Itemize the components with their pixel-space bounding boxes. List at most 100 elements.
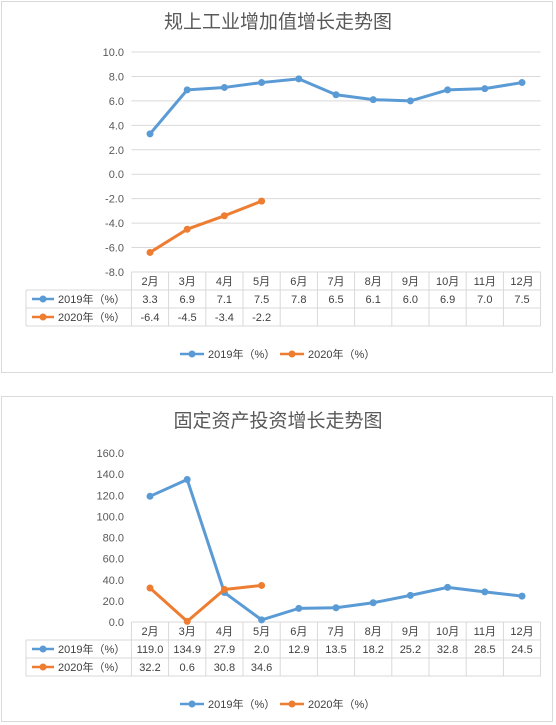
x-category-label: 2月 bbox=[141, 276, 158, 288]
y-tick-label: -6.0 bbox=[105, 243, 124, 255]
data-point bbox=[369, 599, 377, 607]
data-point bbox=[444, 583, 452, 591]
table-value-label: 7.5 bbox=[254, 294, 269, 306]
x-category-label: 5月 bbox=[253, 276, 270, 288]
table-value-label: 134.9 bbox=[173, 644, 201, 656]
data-point bbox=[220, 83, 228, 91]
x-category-label: 7月 bbox=[327, 626, 344, 638]
table-value-label: 6.1 bbox=[366, 294, 381, 306]
data-point bbox=[406, 97, 414, 105]
table-value-label: 34.6 bbox=[251, 662, 272, 674]
table-value-label: 30.8 bbox=[214, 662, 235, 674]
data-point bbox=[220, 585, 228, 593]
table-value-label: 32.2 bbox=[139, 662, 160, 674]
chart-title: 规上工业增加值增长走势图 bbox=[164, 11, 392, 33]
data-point bbox=[258, 616, 266, 624]
x-category-label: 11月 bbox=[474, 626, 496, 638]
y-tick-label: 140.0 bbox=[96, 469, 124, 481]
x-category-label: 4月 bbox=[216, 626, 233, 638]
table-value-label: 18.2 bbox=[362, 644, 383, 656]
data-point bbox=[518, 592, 526, 600]
x-category-label: 12月 bbox=[510, 626, 533, 638]
data-point bbox=[369, 96, 377, 104]
y-tick-label: 6.0 bbox=[109, 96, 124, 108]
table-series-key-marker bbox=[39, 663, 47, 671]
y-tick-label: 0.0 bbox=[109, 617, 124, 629]
x-category-label: 3月 bbox=[179, 626, 196, 638]
data-point bbox=[146, 584, 154, 592]
data-point bbox=[183, 476, 191, 484]
data-point bbox=[258, 581, 266, 589]
chart-panel-industrial: 规上工业增加值增长走势图 10.0 8.0 6.0 4.0 2.0 0.0 -2.0 -4.0 -… bbox=[1, 1, 553, 373]
legend-label: 2019年（%） bbox=[208, 347, 275, 361]
table-value-label: -3.4 bbox=[215, 312, 234, 324]
table-series-key-marker bbox=[39, 645, 47, 653]
table-value-label: 28.5 bbox=[474, 644, 495, 656]
industrial-value-chart: 规上工业增加值增长走势图 10.0 8.0 6.0 4.0 2.0 0.0 -2.0 -4.0 -… bbox=[25, 11, 542, 361]
data-point bbox=[332, 91, 340, 99]
table-value-label: 6.0 bbox=[403, 294, 418, 306]
chart-panel-investment: 固定资产投资增长走势图 160.0 140.0 120.0 100.0 80.0 60.0 4… bbox=[1, 396, 553, 722]
table-value-label: 13.5 bbox=[325, 644, 346, 656]
data-point bbox=[295, 75, 303, 83]
table-value-label: 6.5 bbox=[328, 294, 343, 306]
x-category-label: 10月 bbox=[436, 276, 459, 288]
y-tick-label: 0.0 bbox=[109, 169, 124, 181]
data-point bbox=[258, 79, 266, 87]
chart-title: 固定资产投资增长走势图 bbox=[173, 410, 382, 432]
y-tick-label: 8.0 bbox=[109, 71, 124, 83]
table-value-label: 7.1 bbox=[217, 294, 232, 306]
x-category-label: 10月 bbox=[436, 626, 459, 638]
fixed-asset-investment-chart: 固定资产投资增长走势图 160.0 140.0 120.0 100.0 80.0 60.0 4… bbox=[25, 410, 542, 711]
table-series-name: 2020年（%） bbox=[58, 310, 125, 324]
legend-label: 2020年（%） bbox=[308, 697, 375, 711]
table-value-label: -6.4 bbox=[141, 312, 160, 324]
data-point bbox=[183, 86, 191, 94]
y-tick-label: 80.0 bbox=[103, 533, 124, 545]
table-value-label: 2.0 bbox=[254, 644, 269, 656]
table-series-name: 2019年（%） bbox=[58, 642, 125, 656]
y-tick-label: 60.0 bbox=[103, 554, 124, 566]
y-tick-label: 100.0 bbox=[96, 511, 124, 523]
table-value-label: 6.9 bbox=[440, 294, 455, 306]
table-value-label: -2.2 bbox=[252, 312, 271, 324]
table-value-label: 0.6 bbox=[180, 662, 195, 674]
x-category-label: 2月 bbox=[141, 626, 158, 638]
data-point bbox=[332, 604, 340, 612]
table-series-key-marker bbox=[39, 295, 47, 303]
table-value-label: 7.5 bbox=[514, 294, 529, 306]
x-category-label: 11月 bbox=[474, 276, 496, 288]
table-value-label: 12.9 bbox=[288, 644, 309, 656]
y-tick-label: -2.0 bbox=[105, 194, 124, 206]
legend-key-marker bbox=[288, 700, 296, 708]
x-category-label: 5月 bbox=[253, 626, 270, 638]
y-tick-label: 10.0 bbox=[103, 47, 124, 59]
data-point bbox=[295, 604, 303, 612]
x-category-label: 8月 bbox=[365, 626, 382, 638]
data-point bbox=[183, 225, 191, 233]
x-category-label: 3月 bbox=[179, 276, 196, 288]
table-series-key-marker bbox=[39, 313, 47, 321]
table-value-label: 6.9 bbox=[180, 294, 195, 306]
data-point bbox=[518, 79, 526, 87]
data-point bbox=[146, 492, 154, 500]
data-point bbox=[220, 212, 228, 220]
series-line-2019 bbox=[148, 478, 524, 622]
y-tick-label: 40.0 bbox=[103, 575, 124, 587]
table-value-label: 32.8 bbox=[437, 644, 458, 656]
data-point bbox=[406, 591, 414, 599]
legend-label: 2020年（%） bbox=[308, 347, 375, 361]
table-series-name: 2019年（%） bbox=[58, 292, 125, 306]
table-value-label: -4.5 bbox=[178, 312, 197, 324]
x-category-label: 7月 bbox=[327, 276, 344, 288]
data-point bbox=[481, 85, 489, 93]
x-category-label: 8月 bbox=[365, 276, 382, 288]
y-tick-label: 4.0 bbox=[109, 120, 124, 132]
table-value-label: 27.9 bbox=[214, 644, 235, 656]
x-category-label: 6月 bbox=[290, 276, 307, 288]
data-point bbox=[258, 197, 266, 205]
table-series-name: 2020年（%） bbox=[58, 660, 125, 674]
table-value-label: 25.2 bbox=[400, 644, 421, 656]
data-point bbox=[444, 86, 452, 94]
legend-key-marker bbox=[288, 350, 296, 358]
